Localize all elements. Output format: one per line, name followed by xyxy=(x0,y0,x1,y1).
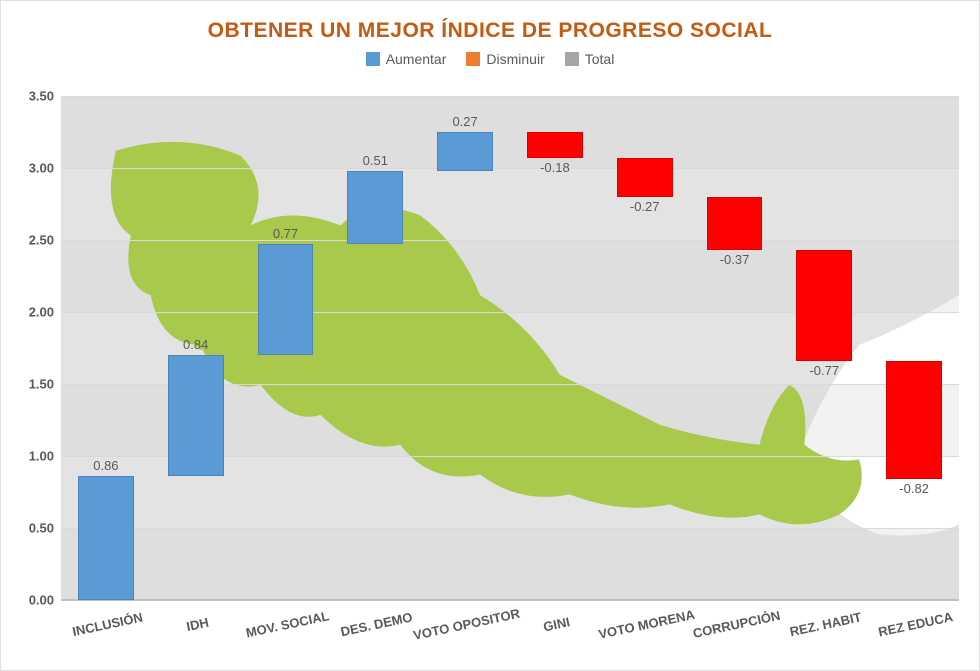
chart-title: OBTENER UN MEJOR ÍNDICE DE PROGRESO SOCI… xyxy=(1,1,979,51)
x-category-label: DES. DEMO xyxy=(340,609,414,639)
bar-value-label: -0.82 xyxy=(899,481,929,496)
legend-swatch-aumentar xyxy=(366,52,380,66)
legend-item-aumentar: Aumentar xyxy=(366,51,447,67)
bar-value-label: -0.77 xyxy=(809,363,839,378)
bar-voto-opositor xyxy=(437,132,493,171)
plot-area: 0.000.501.001.502.002.503.003.500.860.84… xyxy=(61,96,959,600)
bar-mov-social xyxy=(258,244,314,355)
x-axis-labels: INCLUSIÓN IDH MOV. SOCIAL DES. DEMOVOTO OPO… xyxy=(61,605,959,670)
legend-swatch-disminuir xyxy=(466,52,480,66)
bars-layer: 0.86 0.84 0.77 0.51 0.27 -0.18 -0.27 -0.37 -0.77… xyxy=(61,96,959,600)
bar-value-label: 0.84 xyxy=(183,337,208,352)
bar-voto-morena xyxy=(617,158,673,197)
x-category-label: REZ EDUCA xyxy=(877,609,954,639)
x-category-label: GINI xyxy=(542,614,571,634)
legend-label: Aumentar xyxy=(386,51,447,67)
x-category-label: REZ. HABIT xyxy=(789,609,863,639)
bar-des-demo xyxy=(347,171,403,244)
y-tick-label: 0.00 xyxy=(6,593,54,608)
y-tick-label: 2.50 xyxy=(6,233,54,248)
legend-label: Total xyxy=(585,51,615,67)
bar-inclusi-n xyxy=(78,476,134,600)
legend-item-total: Total xyxy=(565,51,615,67)
y-tick-label: 3.50 xyxy=(6,89,54,104)
legend: Aumentar Disminuir Total xyxy=(1,51,979,77)
bar-value-label: 0.51 xyxy=(363,153,388,168)
bar-value-label: -0.37 xyxy=(720,252,750,267)
x-category-label: IDH xyxy=(185,615,210,634)
bar-rez-habit xyxy=(796,250,852,361)
y-tick-label: 1.50 xyxy=(6,377,54,392)
y-tick-label: 1.00 xyxy=(6,449,54,464)
bar-value-label: 0.27 xyxy=(452,114,477,129)
bar-value-label: 0.86 xyxy=(93,458,118,473)
bar-corrupci-n xyxy=(707,197,763,250)
bar-idh xyxy=(168,355,224,476)
bar-value-label: -0.18 xyxy=(540,160,570,175)
x-category-label: CORRUPCIÓN xyxy=(691,608,781,641)
bar-gini xyxy=(527,132,583,158)
y-tick-label: 0.50 xyxy=(6,521,54,536)
y-tick-label: 2.00 xyxy=(6,305,54,320)
legend-item-disminuir: Disminuir xyxy=(466,51,544,67)
y-tick-label: 3.00 xyxy=(6,161,54,176)
chart-container: OBTENER UN MEJOR ÍNDICE DE PROGRESO SOCI… xyxy=(0,0,980,671)
x-category-label: VOTO MORENA xyxy=(597,607,696,642)
x-category-label: MOV. SOCIAL xyxy=(244,608,330,640)
x-category-label: INCLUSIÓN xyxy=(71,610,144,640)
legend-swatch-total xyxy=(565,52,579,66)
x-category-label: VOTO OPOSITOR xyxy=(412,606,521,643)
bar-value-label: -0.27 xyxy=(630,199,660,214)
bar-rez-educa xyxy=(886,361,942,479)
legend-label: Disminuir xyxy=(486,51,544,67)
bar-value-label: 0.77 xyxy=(273,226,298,241)
